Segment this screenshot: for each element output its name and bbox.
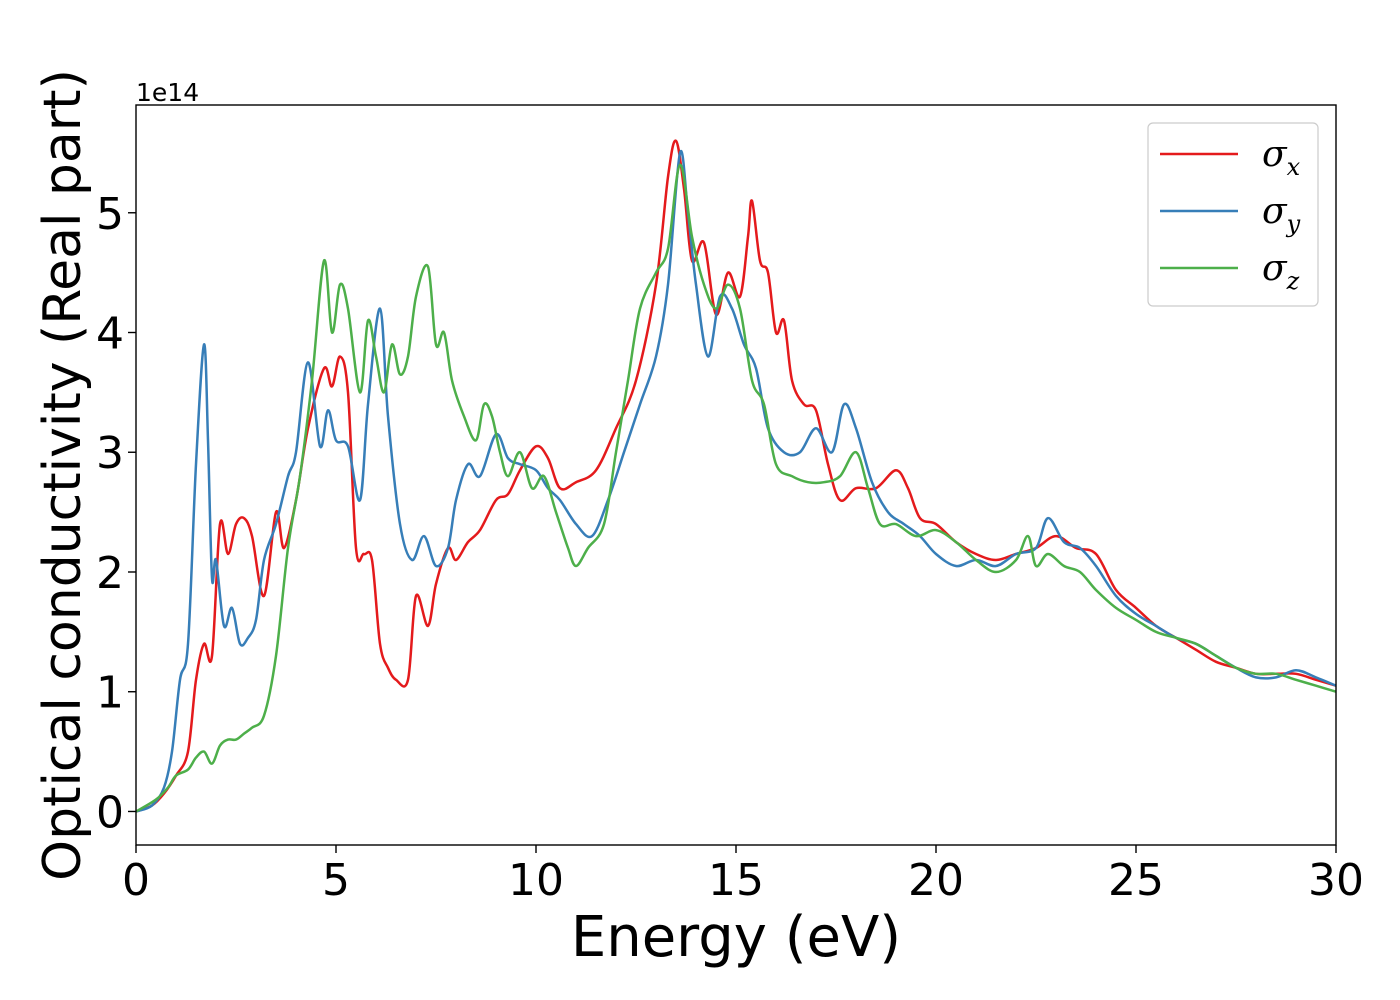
x-tick-label: 10	[508, 855, 564, 906]
y-tick-label: 2	[96, 548, 124, 599]
series-layer	[135, 139, 1337, 813]
y-tick-label: 4	[96, 309, 124, 360]
x-tick-label: 25	[1108, 855, 1164, 906]
y-tick-label: 3	[96, 428, 124, 479]
series-line-y	[135, 149, 1337, 813]
x-tick-label: 5	[322, 855, 350, 906]
y-tick-label: 1	[96, 668, 124, 719]
y-offset-label: 1e14	[136, 78, 199, 107]
legend-label: σy	[1262, 191, 1301, 238]
x-tick-label: 20	[908, 855, 964, 906]
x-tick-label: 30	[1308, 855, 1364, 906]
y-axis-label: Optical conductivity (Real part)	[33, 69, 93, 881]
legend-box	[1147, 122, 1319, 307]
legend-subscript: y	[1286, 210, 1301, 238]
y-axis: 0 1 2 3 4 5	[96, 189, 136, 838]
legend-subscript: x	[1287, 153, 1301, 181]
legend-label: σx	[1262, 134, 1301, 181]
legend-symbol: σ	[1262, 191, 1288, 232]
plot-background	[136, 105, 1336, 845]
legend-subscript: z	[1286, 267, 1300, 295]
x-axis-label: Energy (eV)	[571, 905, 901, 970]
legend-symbol: σ	[1262, 248, 1288, 289]
x-tick-label: 15	[708, 855, 764, 906]
x-axis: 0 5 10 15 20 25 30	[122, 845, 1364, 906]
legend-label: σz	[1262, 248, 1300, 295]
x-tick-label: 0	[122, 855, 150, 906]
y-tick-label: 5	[96, 189, 124, 240]
legend-symbol: σ	[1262, 134, 1288, 175]
series-line-z	[135, 163, 1337, 813]
y-tick-label: 0	[96, 787, 124, 838]
